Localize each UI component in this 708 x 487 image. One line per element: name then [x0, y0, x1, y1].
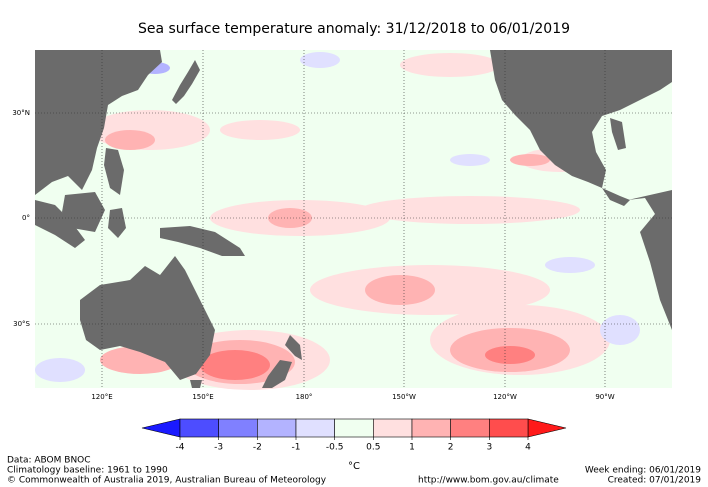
land	[35, 50, 672, 388]
colorbar-segment	[489, 418, 529, 438]
lon-label: 120°E	[91, 393, 112, 401]
colorbar-tick-label: -3	[214, 443, 223, 453]
footer-copyright: © Commonwealth of Australia 2019, Austra…	[7, 476, 327, 486]
lon-label: 180°	[296, 393, 313, 401]
colorbar-extension	[141, 418, 181, 438]
colorbar-segment	[295, 418, 335, 438]
colorbar-extension	[527, 418, 567, 438]
lon-label: 120°W	[493, 393, 517, 401]
lon-label: 150°W	[392, 393, 416, 401]
colorbar-tick-label: -0.5	[326, 443, 344, 453]
colorbar-tick-label: 1	[409, 443, 415, 453]
colorbar-tick-label: 4	[525, 443, 531, 453]
colorbar-segment	[411, 418, 451, 438]
colorbar-unit: °C	[348, 461, 360, 472]
footer-created: Created: 07/01/2019	[608, 476, 702, 486]
colorbar-segment	[257, 418, 297, 438]
graticule	[35, 50, 672, 388]
lon-label: 90°W	[595, 393, 614, 401]
footer-baseline: Climatology baseline: 1961 to 1990	[7, 466, 168, 476]
colorbar: -4 -3 -2 -1 -0.5 0.5 1 2 3 4	[141, 418, 567, 453]
colorbar-tick-label: -1	[292, 443, 301, 453]
colorbar-tick-label: 2	[448, 443, 454, 453]
colorbar-segment	[373, 418, 413, 438]
footer-week: Week ending: 06/01/2019	[585, 466, 701, 476]
lat-label: 30°N	[12, 109, 30, 117]
colorbar-tick-label: -4	[176, 443, 185, 453]
colorbar-tick-label: 3	[486, 443, 492, 453]
footer-url: http://www.bom.gov.au/climate	[418, 476, 559, 486]
colorbar-segment	[334, 418, 374, 438]
footer-data: Data: ABOM BNOC	[7, 456, 91, 466]
colorbar-tick-label: -2	[253, 443, 262, 453]
colorbar-tick-label: 0.5	[366, 443, 380, 453]
lat-label: 0°	[22, 214, 30, 222]
colorbar-segment	[450, 418, 490, 438]
lat-label: 30°S	[13, 320, 30, 328]
lon-label: 150°E	[192, 393, 213, 401]
colorbar-segment	[179, 418, 219, 438]
anomaly-areas	[35, 52, 640, 390]
map: 120°E 150°E 180° 150°W 120°W 90°W 30°N 0…	[12, 50, 672, 401]
title: Sea surface temperature anomaly: 31/12/2…	[138, 21, 570, 37]
colorbar-segment	[218, 418, 258, 438]
